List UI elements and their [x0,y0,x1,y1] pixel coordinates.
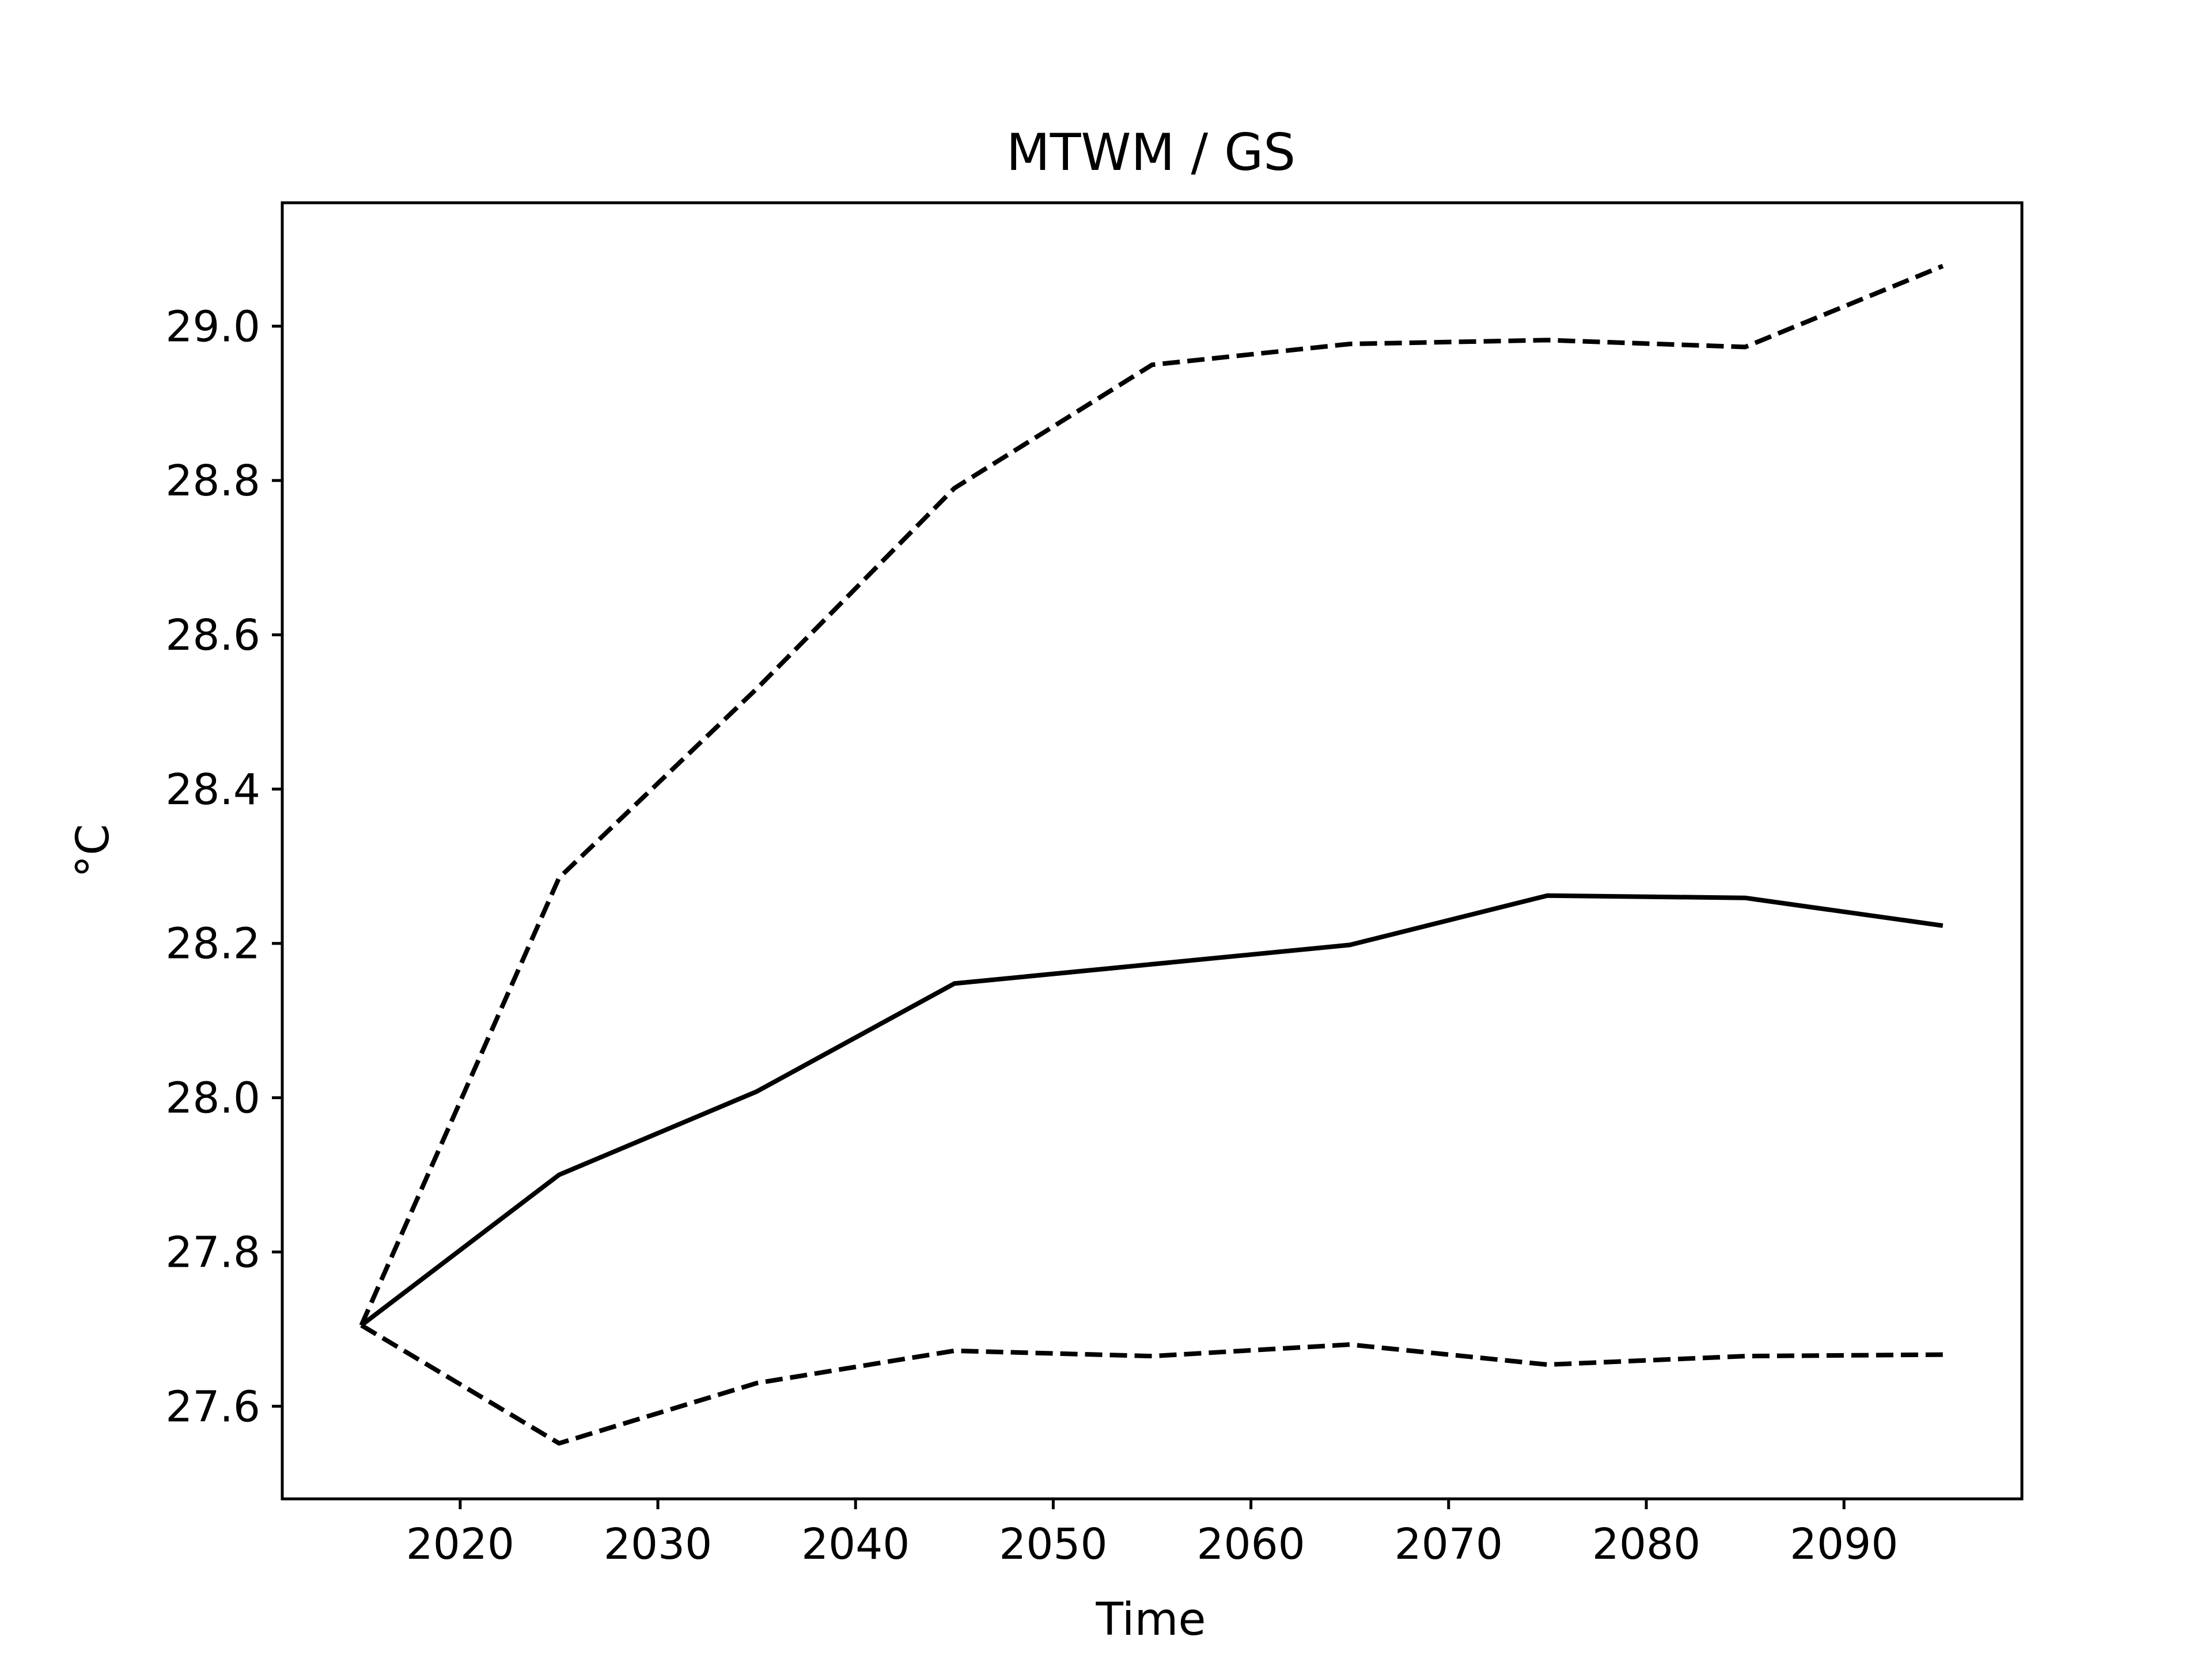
x-tick-label: 2050 [999,1520,1107,1569]
x-axis-ticks: 2020 2030 2040 2050 2060 2070 2080 2090 [406,1499,1898,1569]
y-tick-label: 29.0 [165,302,260,351]
x-tick-label: 2060 [1196,1520,1305,1569]
y-tick-label: 28.6 [165,611,260,660]
series-line-3-dashed [360,1323,1943,1446]
y-axis-ticks: 27.6 27.8 28.0 28.2 28.4 28.6 28.8 29.0 [165,302,282,1431]
y-tick-label: 28.2 [165,919,260,969]
x-tick-label: 2090 [1790,1520,1898,1569]
plot-area-frame [281,201,2024,1501]
y-tick-label: 27.6 [165,1382,260,1431]
x-tick-label: 2020 [406,1520,514,1569]
y-tick-label: 27.8 [165,1228,260,1277]
series-line-1-dashed [359,264,1944,1327]
x-axis-label: Time [1096,1594,1206,1646]
series-layer [359,264,1944,1446]
x-tick-label: 2030 [604,1520,712,1569]
x-tick-label: 2040 [801,1520,910,1569]
y-tick-label: 28.0 [165,1074,260,1123]
y-tick-label: 28.4 [165,765,260,815]
series-line-2-solid [359,893,1944,1327]
x-tick-label: 2080 [1592,1520,1700,1569]
y-axis-label: °C [67,824,119,877]
chart-title: MTWM / GS [1006,123,1296,182]
y-tick-label: 28.8 [165,456,260,506]
x-tick-label: 2070 [1395,1520,1503,1569]
